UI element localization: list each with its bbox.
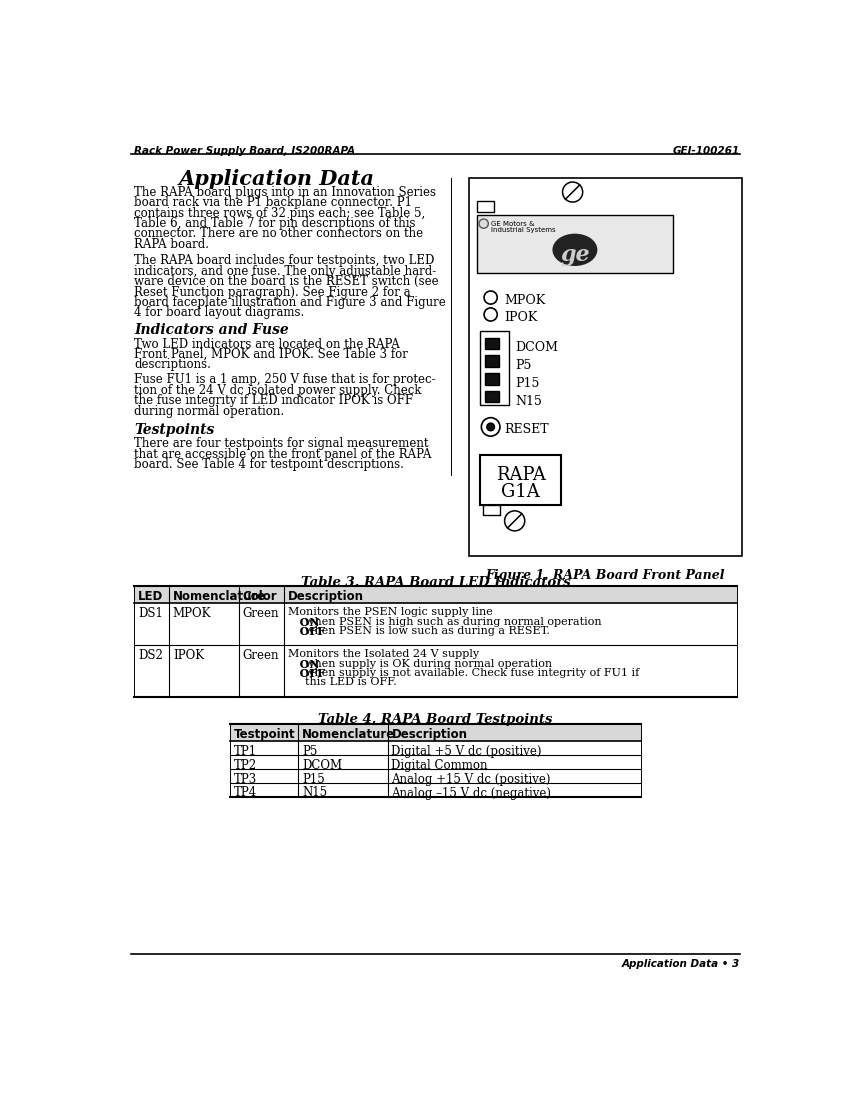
Text: N15: N15 xyxy=(515,395,542,408)
Text: Description: Description xyxy=(392,728,468,741)
Text: N15: N15 xyxy=(303,786,327,800)
Text: Testpoints: Testpoints xyxy=(134,422,214,437)
Text: Front Panel, MPOK and IPOK. See Table 3 for: Front Panel, MPOK and IPOK. See Table 3 … xyxy=(134,348,408,361)
Text: tion of the 24 V dc isolated power supply. Check: tion of the 24 V dc isolated power suppl… xyxy=(134,384,422,397)
Text: Analog +15 V dc (positive): Analog +15 V dc (positive) xyxy=(392,772,551,785)
Text: during normal operation.: during normal operation. xyxy=(134,405,284,418)
Text: that are accessible on the front panel of the RAPA: that are accessible on the front panel o… xyxy=(134,448,432,461)
Bar xyxy=(485,390,499,403)
Text: Monitors the Isolated 24 V supply: Monitors the Isolated 24 V supply xyxy=(287,649,479,659)
Text: ge: ge xyxy=(560,244,590,265)
Text: Rack Power Supply Board, IS200RAPA: Rack Power Supply Board, IS200RAPA xyxy=(134,146,355,156)
Circle shape xyxy=(484,308,497,321)
Text: LED: LED xyxy=(138,590,163,603)
Text: Application Data • 3: Application Data • 3 xyxy=(622,959,740,969)
Text: ON: ON xyxy=(287,617,319,628)
Text: Figure 1. RAPA Board Front Panel: Figure 1. RAPA Board Front Panel xyxy=(485,570,725,582)
Text: RAPA board.: RAPA board. xyxy=(134,238,209,251)
Text: MPOK: MPOK xyxy=(505,294,546,307)
Text: board rack via the P1 backplane connector. P1: board rack via the P1 backplane connecto… xyxy=(134,196,412,209)
Text: Table 3. RAPA Board LED Indicators: Table 3. RAPA Board LED Indicators xyxy=(301,575,570,589)
Text: G1A: G1A xyxy=(502,483,540,502)
Text: OFF: OFF xyxy=(287,626,325,637)
Text: DS1: DS1 xyxy=(138,607,163,620)
Text: connector. There are no other connectors on the: connector. There are no other connectors… xyxy=(134,228,423,241)
Bar xyxy=(230,724,641,741)
Text: Color: Color xyxy=(242,590,277,603)
Text: Indicators and Fuse: Indicators and Fuse xyxy=(134,323,289,337)
Bar xyxy=(479,331,509,406)
Circle shape xyxy=(487,424,495,431)
Text: Nomenclature: Nomenclature xyxy=(303,728,395,741)
Text: RAPA: RAPA xyxy=(496,466,546,484)
Text: when PSEN is low such as during a RESET.: when PSEN is low such as during a RESET. xyxy=(304,626,549,636)
Circle shape xyxy=(505,510,524,531)
Ellipse shape xyxy=(552,233,598,266)
Text: There are four testpoints for signal measurement: There are four testpoints for signal mea… xyxy=(134,438,428,450)
Bar xyxy=(483,506,500,515)
Text: Table 4. RAPA Board Testpoints: Table 4. RAPA Board Testpoints xyxy=(319,713,552,726)
Text: DCOM: DCOM xyxy=(515,341,558,354)
Bar xyxy=(485,355,499,367)
Text: GE Motors &: GE Motors & xyxy=(491,220,535,227)
Text: Industrial Systems: Industrial Systems xyxy=(491,228,556,233)
Bar xyxy=(477,201,494,212)
Text: Analog –15 V dc (negative): Analog –15 V dc (negative) xyxy=(392,786,552,800)
Text: The RAPA board includes four testpoints, two LED: The RAPA board includes four testpoints,… xyxy=(134,254,434,267)
Text: when supply is OK during normal operation: when supply is OK during normal operatio… xyxy=(304,659,552,669)
Text: Green: Green xyxy=(242,649,279,662)
Text: 4 for board layout diagrams.: 4 for board layout diagrams. xyxy=(134,307,304,319)
Text: Two LED indicators are located on the RAPA: Two LED indicators are located on the RA… xyxy=(134,338,399,351)
Text: Reset Function paragraph). See Figure 2 for a: Reset Function paragraph). See Figure 2 … xyxy=(134,286,411,298)
Bar xyxy=(485,373,499,385)
Text: Table 6, and Table 7 for pin descriptions of this: Table 6, and Table 7 for pin description… xyxy=(134,217,416,230)
Text: ON: ON xyxy=(287,659,319,670)
Text: descriptions.: descriptions. xyxy=(134,359,211,372)
Text: when PSEN is high such as during normal operation: when PSEN is high such as during normal … xyxy=(304,617,601,627)
Bar xyxy=(485,338,499,349)
Bar xyxy=(479,455,561,506)
Text: Green: Green xyxy=(242,607,279,620)
Text: TP1: TP1 xyxy=(234,745,258,758)
Bar xyxy=(477,216,673,273)
Text: this LED is OFF.: this LED is OFF. xyxy=(304,678,396,688)
Text: ware device on the board is the RESET switch (see: ware device on the board is the RESET sw… xyxy=(134,275,439,288)
Text: P15: P15 xyxy=(515,377,540,389)
Text: Fuse FU1 is a 1 amp, 250 V fuse that is for protec-: Fuse FU1 is a 1 amp, 250 V fuse that is … xyxy=(134,373,436,386)
Text: RESET: RESET xyxy=(505,424,549,436)
Text: indicators, and one fuse. The only adjustable hard-: indicators, and one fuse. The only adjus… xyxy=(134,265,436,278)
Text: OFF: OFF xyxy=(287,668,325,679)
Text: Monitors the PSEN logic supply line: Monitors the PSEN logic supply line xyxy=(287,607,492,617)
Text: The RAPA board plugs into in an Innovation Series: The RAPA board plugs into in an Innovati… xyxy=(134,186,436,199)
Text: Nomenclature: Nomenclature xyxy=(173,590,266,603)
Text: TP2: TP2 xyxy=(234,759,258,772)
Bar xyxy=(469,178,742,556)
Circle shape xyxy=(481,418,500,436)
Text: Description: Description xyxy=(287,590,364,603)
Text: DS2: DS2 xyxy=(138,649,163,662)
Text: P5: P5 xyxy=(303,745,318,758)
Bar xyxy=(134,586,737,603)
Text: the fuse integrity if LED indicator IPOK is OFF: the fuse integrity if LED indicator IPOK… xyxy=(134,394,413,407)
Text: Application Data: Application Data xyxy=(178,169,375,189)
Text: Digital Common: Digital Common xyxy=(392,759,488,772)
Text: DCOM: DCOM xyxy=(303,759,343,772)
Text: contains three rows of 32 pins each; see Table 5,: contains three rows of 32 pins each; see… xyxy=(134,207,425,220)
Text: IPOK: IPOK xyxy=(173,649,204,662)
Text: MPOK: MPOK xyxy=(173,607,212,620)
Text: P5: P5 xyxy=(515,359,532,372)
Text: Digital +5 V dc (positive): Digital +5 V dc (positive) xyxy=(392,745,542,758)
Text: board. See Table 4 for testpoint descriptions.: board. See Table 4 for testpoint descrip… xyxy=(134,458,404,471)
Circle shape xyxy=(563,182,583,202)
Text: GEI-100261: GEI-100261 xyxy=(673,146,740,156)
Text: P15: P15 xyxy=(303,772,325,785)
Text: Testpoint: Testpoint xyxy=(234,728,296,741)
Text: TP3: TP3 xyxy=(234,772,258,785)
Circle shape xyxy=(484,292,497,304)
Text: IPOK: IPOK xyxy=(505,310,538,323)
Text: board faceplate illustration and Figure 3 and Figure: board faceplate illustration and Figure … xyxy=(134,296,446,309)
Text: when supply is not available. Check fuse integrity of FU1 if: when supply is not available. Check fuse… xyxy=(304,668,639,678)
Text: TP4: TP4 xyxy=(234,786,258,800)
Circle shape xyxy=(479,219,488,229)
